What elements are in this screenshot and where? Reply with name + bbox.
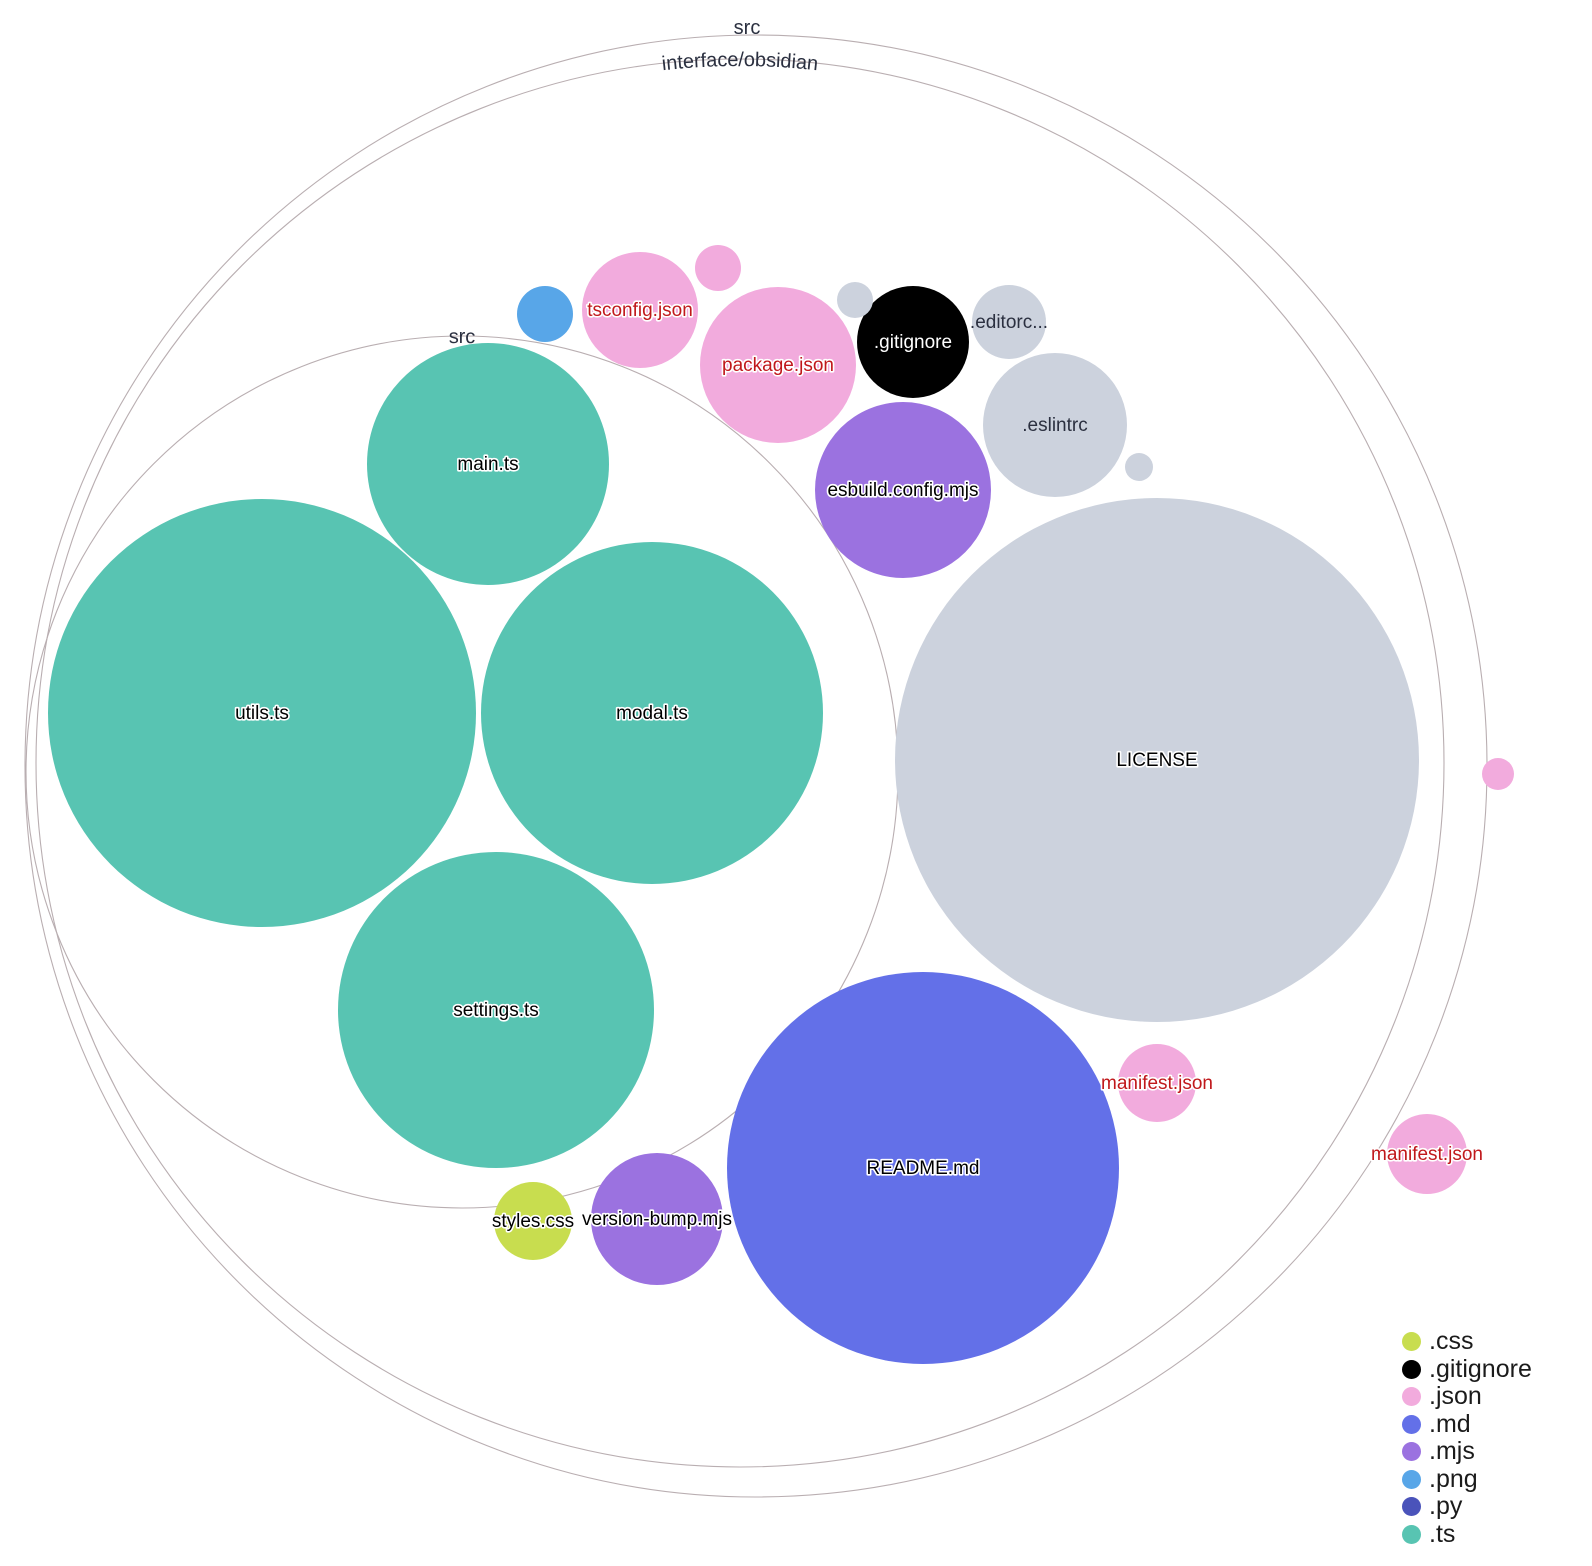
file-label: modal.ts bbox=[616, 703, 688, 724]
file-circle[interactable] bbox=[48, 499, 476, 927]
legend-label: .json bbox=[1429, 1382, 1482, 1411]
legend-item[interactable]: .mjs bbox=[1402, 1438, 1588, 1466]
file-label: version-bump.mjs bbox=[582, 1209, 732, 1230]
file-label: esbuild.config.mjs bbox=[827, 480, 978, 501]
extension-legend: .css .gitignore .json .md .mjs .png .py .ts bbox=[1402, 1328, 1588, 1548]
legend-label: .png bbox=[1429, 1464, 1478, 1493]
legend-swatch-json bbox=[1402, 1387, 1421, 1407]
file-circle[interactable] bbox=[815, 402, 991, 578]
legend-label: .py bbox=[1429, 1492, 1463, 1521]
directory-labels-layer: src interface/obsidian src bbox=[449, 17, 820, 348]
file-label: tsconfig.json bbox=[587, 300, 693, 321]
file-labels-layer: utils.ts modal.ts settings.ts main.ts LICENS… bbox=[233, 298, 1484, 1233]
file-circle[interactable] bbox=[1118, 1044, 1196, 1122]
file-circle[interactable] bbox=[837, 282, 873, 318]
file-circle[interactable] bbox=[857, 286, 969, 398]
file-circle[interactable] bbox=[582, 252, 698, 368]
file-circle[interactable] bbox=[695, 245, 741, 291]
file-circle[interactable] bbox=[972, 285, 1046, 359]
legend-label: .mjs bbox=[1429, 1437, 1475, 1466]
file-circle[interactable] bbox=[494, 1182, 572, 1260]
file-label: styles.css bbox=[492, 1211, 574, 1232]
file-label: LICENSE bbox=[1116, 750, 1197, 771]
legend-item[interactable]: .css bbox=[1402, 1328, 1588, 1356]
file-circle[interactable] bbox=[367, 343, 609, 585]
legend-item[interactable]: .gitignore bbox=[1402, 1356, 1588, 1384]
file-circle[interactable] bbox=[1125, 453, 1153, 481]
legend-label: .md bbox=[1429, 1409, 1471, 1438]
file-circle[interactable] bbox=[1387, 1114, 1467, 1194]
legend-swatch-png bbox=[1402, 1469, 1421, 1489]
directory-label: src bbox=[734, 17, 761, 39]
legend-item[interactable]: .py bbox=[1402, 1493, 1588, 1521]
file-label: manifest.json bbox=[1371, 1144, 1483, 1165]
file-circle[interactable] bbox=[983, 353, 1127, 497]
file-label: .editorc... bbox=[970, 312, 1048, 333]
file-label: README.md bbox=[867, 1158, 980, 1179]
file-label: package.json bbox=[722, 355, 834, 376]
legend-label: .css bbox=[1429, 1327, 1474, 1356]
file-label: main.ts bbox=[457, 454, 518, 475]
legend-item[interactable]: .json bbox=[1402, 1383, 1588, 1411]
file-circle[interactable] bbox=[481, 542, 823, 884]
legend-item[interactable]: .md bbox=[1402, 1411, 1588, 1439]
file-label: settings.ts bbox=[453, 1000, 539, 1021]
file-circles-layer bbox=[48, 245, 1514, 1364]
legend-item[interactable]: .ts bbox=[1402, 1521, 1588, 1549]
file-circle[interactable] bbox=[591, 1153, 723, 1285]
legend-swatch-md bbox=[1402, 1414, 1421, 1434]
file-circle[interactable] bbox=[338, 852, 654, 1168]
legend-swatch-css bbox=[1402, 1332, 1421, 1352]
file-circle[interactable] bbox=[895, 498, 1419, 1022]
file-circle[interactable] bbox=[517, 286, 573, 342]
legend-swatch-py bbox=[1402, 1497, 1421, 1517]
legend-label: .ts bbox=[1429, 1519, 1456, 1548]
directory-ring bbox=[35, 58, 1445, 1468]
legend-swatch-gitignore bbox=[1402, 1359, 1421, 1379]
file-circle[interactable] bbox=[727, 972, 1119, 1364]
legend-item[interactable]: .png bbox=[1402, 1466, 1588, 1494]
file-circle[interactable] bbox=[700, 287, 856, 443]
file-label: .gitignore bbox=[874, 332, 952, 353]
directory-label: interface/obsidian bbox=[661, 49, 820, 75]
legend-label: .gitignore bbox=[1429, 1354, 1532, 1383]
file-label: utils.ts bbox=[235, 703, 289, 724]
legend-swatch-ts bbox=[1402, 1524, 1421, 1544]
legend-swatch-mjs bbox=[1402, 1442, 1421, 1462]
file-label: manifest.json bbox=[1101, 1073, 1213, 1094]
directory-label: src bbox=[449, 326, 476, 348]
file-circle[interactable] bbox=[1482, 758, 1514, 790]
file-label: .eslintrc bbox=[1022, 415, 1087, 436]
